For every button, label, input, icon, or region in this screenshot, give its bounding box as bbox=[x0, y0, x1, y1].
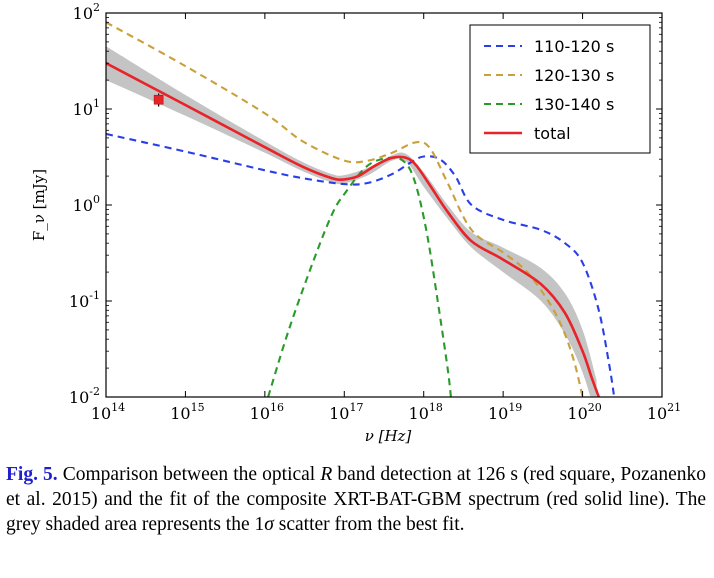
y-tick-label: 101 bbox=[73, 97, 100, 119]
x-tick-label-exponent: 14 bbox=[111, 401, 125, 414]
caption-italic-r: R bbox=[320, 464, 333, 485]
caption-label: Fig. 5. bbox=[6, 464, 58, 485]
caption-text-2: band detection at 126 s (red square, Poz… bbox=[6, 464, 706, 535]
x-tick-label: 1021 bbox=[647, 401, 681, 423]
y-tick-label-base: 10 bbox=[73, 100, 93, 119]
legend-label-0: 110-120 s bbox=[534, 37, 614, 56]
figure-caption: Fig. 5. Comparison between the optical R… bbox=[6, 462, 706, 537]
figure: 1014 1015 1016 1017 1018 1019 1020 102110-210-1… bbox=[30, 1, 681, 445]
y-tick-label-base: 10 bbox=[73, 196, 93, 215]
y-tick-label-base: 10 bbox=[69, 388, 89, 407]
scatter-band bbox=[106, 46, 597, 397]
series-line-3 bbox=[106, 62, 601, 397]
x-tick-label-base: 10 bbox=[170, 404, 190, 423]
y-tick-label: 102 bbox=[73, 1, 100, 23]
y-tick-label-exponent: 1 bbox=[93, 97, 100, 110]
legend: 110-120 s 120-130 s 130-140 s total bbox=[469, 24, 651, 154]
x-tick-label-base: 10 bbox=[250, 404, 270, 423]
caption-text-3: scatter from the best fit. bbox=[273, 514, 465, 535]
legend-label-3: total bbox=[534, 124, 571, 143]
series-line-0 bbox=[106, 132, 616, 397]
x-tick-label-exponent: 20 bbox=[588, 401, 602, 414]
legend-label-2: 130-140 s bbox=[534, 95, 614, 114]
series-line-2 bbox=[267, 156, 452, 397]
x-tick-label-base: 10 bbox=[647, 404, 667, 423]
y-tick-label-base: 10 bbox=[69, 292, 89, 311]
y-tick-label-exponent: -2 bbox=[89, 385, 100, 398]
x-tick-label-exponent: 17 bbox=[349, 401, 363, 414]
legend-label-1: 120-130 s bbox=[534, 66, 614, 85]
caption-sigma: σ bbox=[264, 514, 274, 535]
y-tick-label-base: 10 bbox=[73, 4, 93, 23]
data-point-0 bbox=[153, 94, 164, 105]
x-tick-label: 1019 bbox=[488, 401, 522, 423]
plot-content bbox=[106, 21, 616, 397]
y-axis-title: F_ν [mJy] bbox=[30, 169, 48, 241]
x-tick-label-base: 10 bbox=[91, 404, 111, 423]
x-tick-label-base: 10 bbox=[567, 404, 587, 423]
x-tick-label: 1014 bbox=[91, 401, 125, 423]
y-tick-label-exponent: -1 bbox=[89, 289, 100, 302]
x-tick-label-exponent: 21 bbox=[667, 401, 681, 414]
x-tick-label: 1020 bbox=[567, 401, 601, 423]
x-tick-label: 1018 bbox=[409, 401, 443, 423]
x-tick-label: 1015 bbox=[170, 401, 204, 423]
x-tick-label-exponent: 19 bbox=[508, 401, 522, 414]
y-tick-label: 100 bbox=[73, 193, 100, 215]
plot-area: 1014 1015 1016 1017 1018 1019 1020 102110-210-1… bbox=[30, 1, 681, 445]
caption-text-1: Comparison between the optical bbox=[57, 464, 321, 485]
y-tick-label-exponent: 2 bbox=[93, 1, 100, 14]
y-tick-label: 10-2 bbox=[69, 385, 100, 407]
x-tick-label-base: 10 bbox=[329, 404, 349, 423]
x-tick-label-exponent: 15 bbox=[191, 401, 205, 414]
y-tick-label: 10-1 bbox=[69, 289, 100, 311]
x-tick-label: 1016 bbox=[250, 401, 284, 423]
x-tick-label: 1017 bbox=[329, 401, 363, 423]
x-tick-label-base: 10 bbox=[488, 404, 508, 423]
y-tick-label-exponent: 0 bbox=[93, 193, 100, 206]
x-tick-label-base: 10 bbox=[409, 404, 429, 423]
series-line-1 bbox=[106, 21, 584, 397]
x-tick-label-exponent: 18 bbox=[429, 401, 443, 414]
x-axis-title: ν [Hz] bbox=[365, 427, 412, 445]
x-tick-label-exponent: 16 bbox=[270, 401, 284, 414]
